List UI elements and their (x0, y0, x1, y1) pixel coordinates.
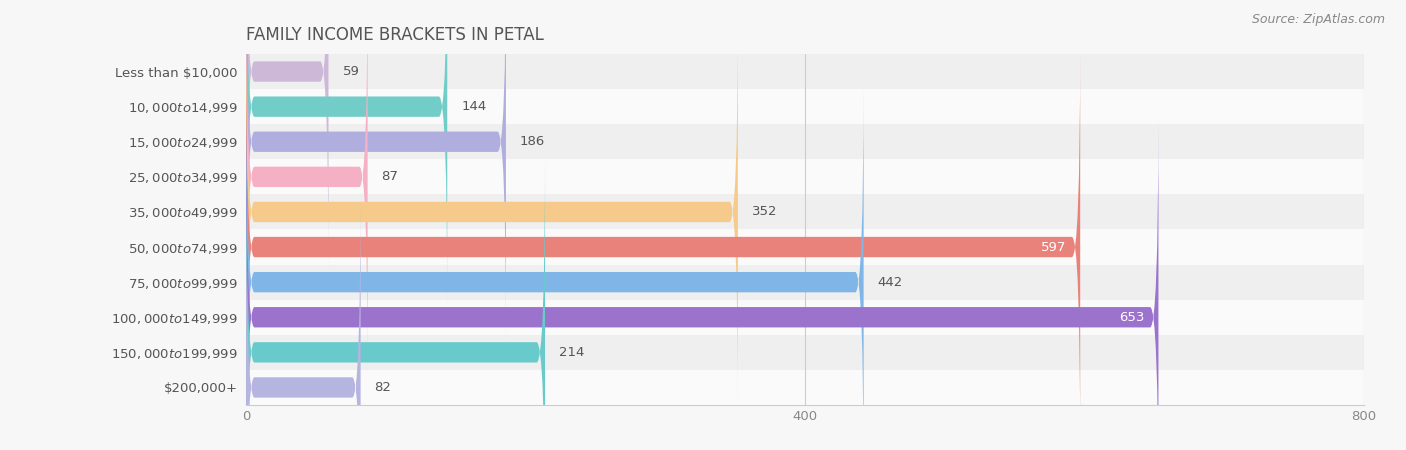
FancyBboxPatch shape (246, 0, 447, 307)
Bar (246, 370, 1364, 405)
Bar (246, 54, 1364, 89)
FancyBboxPatch shape (246, 82, 863, 450)
Bar (246, 300, 1364, 335)
Bar (246, 159, 1364, 194)
Bar (246, 335, 1364, 370)
FancyBboxPatch shape (246, 0, 329, 272)
FancyBboxPatch shape (246, 117, 1159, 450)
Text: 87: 87 (381, 171, 398, 183)
Text: FAMILY INCOME BRACKETS IN PETAL: FAMILY INCOME BRACKETS IN PETAL (246, 26, 544, 44)
Text: 214: 214 (560, 346, 585, 359)
FancyBboxPatch shape (246, 12, 738, 412)
FancyBboxPatch shape (246, 187, 360, 450)
Bar (246, 89, 1364, 124)
Text: 186: 186 (520, 135, 546, 148)
Bar (246, 194, 1364, 230)
FancyBboxPatch shape (246, 152, 546, 450)
Text: 653: 653 (1119, 311, 1144, 324)
Text: Source: ZipAtlas.com: Source: ZipAtlas.com (1251, 14, 1385, 27)
Bar (246, 265, 1364, 300)
Text: 597: 597 (1040, 241, 1066, 253)
FancyBboxPatch shape (246, 0, 506, 342)
Text: 352: 352 (752, 206, 778, 218)
Text: 82: 82 (374, 381, 391, 394)
Text: 442: 442 (877, 276, 903, 288)
Bar (246, 230, 1364, 265)
FancyBboxPatch shape (246, 0, 367, 377)
Bar (246, 124, 1364, 159)
Text: 59: 59 (343, 65, 360, 78)
FancyBboxPatch shape (246, 47, 1080, 447)
Text: 144: 144 (461, 100, 486, 113)
